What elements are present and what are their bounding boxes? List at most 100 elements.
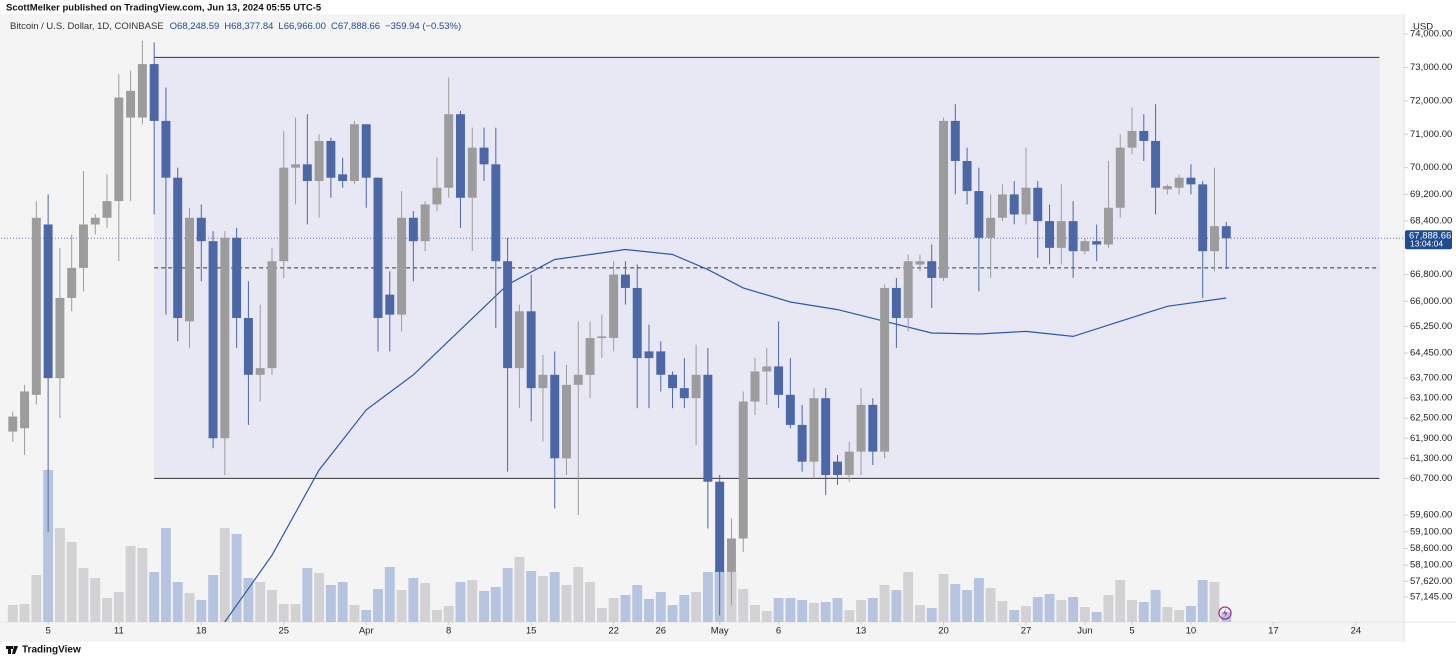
volume-bar bbox=[549, 572, 560, 622]
volume-bar bbox=[1174, 610, 1185, 622]
candle-body bbox=[986, 217, 996, 238]
volume-bar bbox=[867, 598, 878, 622]
candle-body bbox=[1151, 140, 1161, 188]
brand: TradingView bbox=[6, 645, 81, 656]
x-tick-label: 5 bbox=[45, 626, 50, 637]
volume-bar bbox=[408, 578, 419, 622]
volume-bar bbox=[1068, 597, 1079, 622]
candle-body bbox=[903, 261, 913, 318]
x-tick-label: May bbox=[711, 626, 729, 637]
volume-bar bbox=[1032, 597, 1043, 622]
candle-body bbox=[891, 287, 901, 318]
volume-bar bbox=[1209, 582, 1220, 622]
alert-icon[interactable] bbox=[1218, 606, 1232, 620]
volume-bar bbox=[903, 572, 914, 622]
candle-body bbox=[78, 224, 88, 268]
brand-name: TradingView bbox=[22, 645, 81, 656]
open-label: O68,248.59 bbox=[170, 21, 220, 32]
candle-body bbox=[550, 374, 560, 459]
volume-bar bbox=[538, 576, 548, 622]
candle-body bbox=[585, 338, 595, 375]
volume-bar bbox=[608, 598, 619, 622]
y-tick-label: 63,100.00 bbox=[1410, 393, 1452, 404]
close-label: C67,888.66 bbox=[331, 21, 380, 32]
volume-bar bbox=[1044, 594, 1055, 622]
candle-body bbox=[526, 311, 536, 389]
high-label: H68,377.84 bbox=[224, 21, 273, 32]
volume-bar bbox=[644, 599, 654, 622]
candle-body bbox=[114, 97, 124, 202]
volume-bar bbox=[172, 582, 183, 622]
alert-circle[interactable] bbox=[1218, 606, 1232, 620]
candle-body bbox=[927, 261, 937, 278]
candle-body bbox=[161, 120, 171, 178]
x-tick-label: 24 bbox=[1351, 626, 1362, 637]
candle-body bbox=[185, 217, 194, 322]
volume-bar bbox=[113, 592, 124, 622]
volume-bar bbox=[950, 584, 961, 622]
candle-body bbox=[67, 267, 77, 298]
y-tick-label: 60,700.00 bbox=[1410, 473, 1452, 484]
y-tick-label: 59,100.00 bbox=[1410, 526, 1452, 537]
volume-bar bbox=[455, 582, 466, 622]
y-tick-label: 63,700.00 bbox=[1410, 373, 1452, 384]
volume-bar bbox=[879, 585, 890, 622]
volume-bar bbox=[655, 592, 666, 622]
volume-bar bbox=[66, 542, 77, 622]
y-tick-label: 61,300.00 bbox=[1410, 453, 1452, 464]
candle-body bbox=[880, 287, 890, 452]
axis-layer: 74,000.00 73,000.00 72,000.00 71,000.00 70,0… bbox=[45, 29, 1452, 637]
symbol: Bitcoin / U.S. Dollar, 1D, COINBASE bbox=[10, 21, 164, 32]
volume-bar bbox=[325, 585, 336, 622]
x-tick-label: 27 bbox=[1021, 626, 1032, 637]
moving-average bbox=[224, 248, 1227, 622]
volume-bar bbox=[7, 605, 18, 622]
last-price-label: 67,888.66 bbox=[1409, 231, 1451, 242]
x-tick-label: 10 bbox=[1186, 626, 1197, 637]
candle-body bbox=[173, 177, 183, 318]
y-tick-label: 69,200.00 bbox=[1410, 189, 1452, 200]
candle-body bbox=[856, 404, 866, 452]
volume-layer bbox=[7, 470, 1232, 622]
volume-bar bbox=[1150, 590, 1161, 622]
candle-body bbox=[456, 114, 465, 198]
volume-bar bbox=[632, 585, 643, 622]
volume-bar bbox=[773, 598, 784, 622]
volume-bar bbox=[361, 610, 372, 622]
volume-bar bbox=[1056, 600, 1067, 622]
x-tick-label: 18 bbox=[196, 626, 207, 637]
candle-body bbox=[762, 366, 772, 372]
alert-bolt[interactable] bbox=[1223, 608, 1228, 618]
candle-body bbox=[1009, 194, 1019, 215]
volume-bar bbox=[702, 572, 713, 622]
volume-bar bbox=[1103, 595, 1114, 622]
candle-body bbox=[1056, 221, 1066, 248]
candle-body bbox=[196, 217, 206, 242]
candle-body bbox=[1068, 221, 1078, 252]
volume-bar bbox=[915, 605, 925, 622]
volume-bar bbox=[997, 601, 1008, 622]
volume-bar bbox=[679, 595, 690, 622]
brand-logo bbox=[6, 646, 18, 654]
volume-bar bbox=[502, 568, 513, 622]
candle-body bbox=[703, 374, 713, 482]
y-tick-label: 58,600.00 bbox=[1410, 543, 1452, 554]
y-tick-label: 65,250.00 bbox=[1410, 321, 1452, 332]
candle-body bbox=[668, 374, 678, 389]
volume-bar bbox=[738, 589, 749, 622]
candle-body bbox=[644, 351, 654, 359]
candle-body bbox=[620, 274, 630, 288]
candle-body bbox=[562, 384, 571, 459]
volume-bar bbox=[196, 600, 207, 622]
volume-bar bbox=[585, 582, 596, 622]
candle-body bbox=[1186, 177, 1196, 185]
candle-body bbox=[255, 368, 265, 375]
candle-body bbox=[691, 374, 701, 399]
countdown-label: 13:04:04 bbox=[1410, 238, 1443, 248]
y-tick-label: 64,450.00 bbox=[1410, 348, 1452, 359]
volume-bar bbox=[337, 582, 348, 622]
volume-bar bbox=[90, 578, 101, 622]
y-tick-label: 61,900.00 bbox=[1410, 433, 1452, 444]
candle-body bbox=[102, 201, 112, 218]
volume-bar bbox=[1185, 606, 1196, 622]
